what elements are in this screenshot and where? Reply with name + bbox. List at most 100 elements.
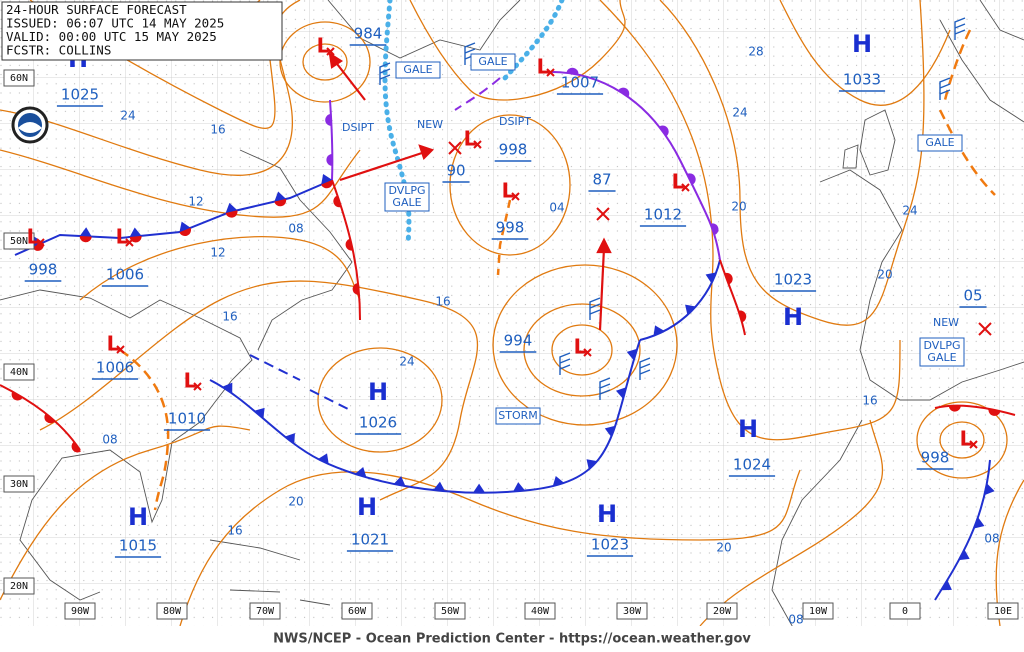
isobar (0, 425, 251, 601)
wind-barb (589, 297, 601, 320)
lon-label-box (524, 602, 556, 620)
arrowhead (328, 51, 344, 69)
isobar-label: 08 (788, 613, 803, 627)
isobar (79, 236, 361, 301)
front-triangle (552, 476, 565, 487)
warm-front (0, 384, 81, 451)
pressure-label: 998 (499, 141, 528, 159)
pressure-label: 1023 (591, 536, 629, 554)
lat-label: 60N (10, 73, 28, 84)
low-center-x (116, 345, 125, 354)
lon-label-box (341, 602, 373, 620)
front-triangle (653, 325, 665, 337)
front-triangle (513, 482, 525, 492)
dissipating-front (249, 354, 351, 411)
isobar-label: 20 (877, 268, 892, 282)
pressure-label: 984 (354, 25, 383, 43)
wind-barb (939, 77, 951, 100)
front-triangle (615, 387, 627, 399)
new-low-x (596, 207, 610, 221)
low-symbol: L (107, 332, 120, 356)
front-triangle (321, 174, 333, 185)
tag-text: DVLPG (388, 184, 425, 197)
isobar (409, 0, 626, 101)
arrowhead (418, 144, 435, 161)
low-center-x (193, 382, 202, 391)
isobar (699, 419, 884, 627)
tag-box (395, 61, 441, 79)
isobar-label: 20 (716, 541, 731, 555)
high-symbol: H (852, 30, 872, 58)
front-semicircle (738, 310, 747, 323)
trough (496, 199, 512, 276)
ice-edge (382, 0, 412, 248)
isobar-label: 24 (399, 355, 414, 369)
front-semicircle (325, 113, 332, 126)
lon-label: 90W (71, 606, 90, 617)
front-semicircle (333, 195, 342, 208)
occluded-front (329, 99, 334, 181)
isobar (449, 114, 571, 256)
isobar-label: 16 (862, 394, 877, 408)
tag-text: DSIPT (342, 121, 374, 134)
isobar (551, 324, 613, 376)
front-semicircle (618, 87, 630, 97)
high-symbol: H (738, 415, 758, 443)
low-symbol: L (537, 55, 550, 79)
tag-box (384, 182, 430, 212)
low-symbol: L (116, 225, 129, 249)
tag-text: STORM (498, 409, 538, 422)
header-line: VALID: 00:00 UTC 15 MAY 2025 (6, 29, 217, 44)
pressure-label: 1015 (119, 537, 157, 555)
track-arrow (598, 247, 606, 331)
low-center-x (473, 140, 482, 149)
front-semicircle (345, 238, 353, 251)
pressure-label: 1006 (106, 266, 144, 284)
footer: NWS/NCEP - Ocean Prediction Center - htt… (273, 632, 751, 647)
low-symbol: L (27, 225, 40, 249)
lon-label: 20W (713, 606, 732, 617)
header-line: ISSUED: 06:07 UTC 14 MAY 2025 (6, 16, 224, 31)
isobar-label: 16 (435, 295, 450, 309)
high-symbol: H (357, 493, 377, 521)
lon-label-box (802, 602, 834, 620)
pressure-label: 1023 (774, 271, 812, 289)
low-center-x (326, 47, 335, 56)
isobar (302, 43, 348, 81)
lat-label-box (3, 577, 35, 595)
tag-box (495, 407, 541, 425)
front-triangle (941, 580, 952, 591)
low-symbol: L (672, 170, 685, 194)
isobar (492, 264, 678, 426)
low-center-x (125, 238, 134, 247)
footer-band (0, 626, 1024, 652)
lon-label-box (434, 602, 466, 620)
grid (0, 0, 1024, 626)
lon-label-box (156, 602, 188, 620)
isobar-label: 16 (227, 524, 242, 538)
pressure-label: 05 (963, 287, 982, 305)
isobar (916, 401, 1008, 479)
front-semicircle (326, 153, 333, 166)
isobar-label: 08 (102, 433, 117, 447)
header-line: FCSTR: COLLINS (6, 43, 111, 58)
front-triangle (984, 483, 995, 496)
front-triangle (586, 459, 598, 470)
isobar (779, 0, 951, 106)
front-triangle (179, 221, 191, 233)
wind-barb (639, 357, 651, 380)
pressure-label: 90 (446, 162, 465, 180)
tag-text: GALE (478, 55, 507, 68)
high-symbol: H (368, 378, 388, 406)
low-symbol: L (317, 34, 330, 58)
dissipating-front (454, 77, 501, 111)
pressure-label: 1025 (61, 86, 99, 104)
front-triangle (254, 407, 265, 419)
front-triangle (604, 425, 616, 438)
isobar-label: 16 (210, 123, 225, 137)
pressure-label: 1021 (351, 531, 389, 549)
